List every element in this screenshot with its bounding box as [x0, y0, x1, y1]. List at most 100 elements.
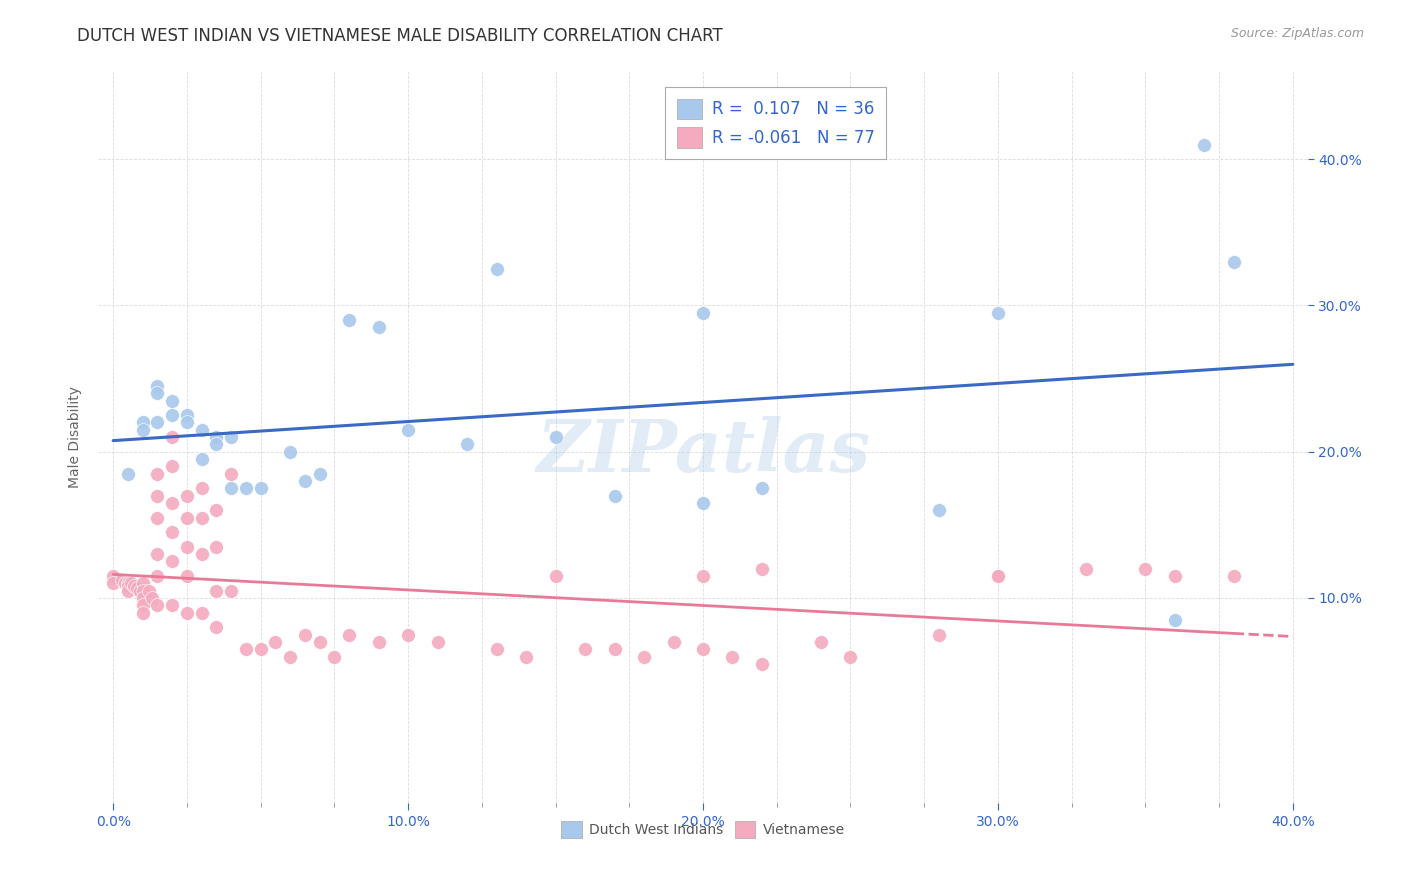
Point: [396, 423, 419, 437]
Point: [190, 423, 212, 437]
Point: [160, 393, 183, 408]
Point: [146, 510, 169, 524]
Point: [131, 606, 153, 620]
Point: [278, 649, 301, 664]
Point: [810, 635, 832, 649]
Point: [117, 583, 139, 598]
Point: [114, 576, 136, 591]
Point: [323, 649, 346, 664]
Point: [131, 423, 153, 437]
Point: [662, 635, 685, 649]
Point: [456, 437, 478, 451]
Point: [205, 503, 228, 517]
Point: [205, 437, 228, 451]
Point: [146, 569, 169, 583]
Point: [205, 620, 228, 634]
Point: [176, 489, 198, 503]
Point: [235, 481, 257, 495]
Point: [117, 467, 139, 481]
Point: [160, 525, 183, 540]
Point: [485, 642, 508, 657]
Point: [692, 642, 714, 657]
Point: [485, 261, 508, 276]
Point: [122, 579, 145, 593]
Point: [1194, 137, 1216, 152]
Y-axis label: Male Disability: Male Disability: [69, 386, 83, 488]
Point: [308, 635, 330, 649]
Point: [294, 627, 316, 641]
Point: [160, 459, 183, 474]
Point: [176, 540, 198, 554]
Point: [125, 581, 148, 595]
Point: [141, 591, 163, 605]
Point: [544, 569, 567, 583]
Point: [987, 569, 1010, 583]
Point: [219, 481, 242, 495]
Point: [396, 627, 419, 641]
Point: [131, 416, 153, 430]
Point: [117, 579, 139, 593]
Point: [146, 599, 169, 613]
Point: [839, 649, 862, 664]
Point: [120, 576, 142, 591]
Point: [235, 642, 257, 657]
Point: [146, 489, 169, 503]
Point: [176, 510, 198, 524]
Point: [249, 642, 271, 657]
Point: [190, 606, 212, 620]
Point: [146, 547, 169, 561]
Point: [190, 452, 212, 467]
Point: [131, 583, 153, 598]
Point: [987, 569, 1010, 583]
Point: [128, 583, 150, 598]
Point: [574, 642, 596, 657]
Point: [426, 635, 449, 649]
Point: [603, 489, 626, 503]
Point: [219, 467, 242, 481]
Point: [1164, 613, 1187, 627]
Point: [205, 583, 228, 598]
Point: [1223, 569, 1246, 583]
Point: [176, 408, 198, 422]
Point: [1164, 569, 1187, 583]
Point: [117, 576, 139, 591]
Point: [721, 649, 744, 664]
Point: [367, 320, 389, 334]
Point: [928, 503, 950, 517]
Point: [205, 430, 228, 444]
Point: [160, 408, 183, 422]
Point: [219, 583, 242, 598]
Point: [515, 649, 537, 664]
Point: [190, 481, 212, 495]
Point: [190, 547, 212, 561]
Point: [249, 481, 271, 495]
Point: [294, 474, 316, 488]
Point: [138, 583, 160, 598]
Point: [146, 386, 169, 401]
Point: [633, 649, 655, 664]
Legend: Dutch West Indians, Vietnamese: Dutch West Indians, Vietnamese: [555, 815, 851, 844]
Point: [146, 379, 169, 393]
Point: [101, 569, 124, 583]
Point: [160, 430, 183, 444]
Point: [146, 467, 169, 481]
Text: Source: ZipAtlas.com: Source: ZipAtlas.com: [1230, 27, 1364, 40]
Point: [751, 657, 773, 671]
Point: [1076, 562, 1098, 576]
Point: [928, 627, 950, 641]
Point: [190, 510, 212, 524]
Text: ZIPatlas: ZIPatlas: [536, 417, 870, 487]
Point: [308, 467, 330, 481]
Point: [751, 562, 773, 576]
Point: [692, 569, 714, 583]
Point: [160, 599, 183, 613]
Point: [544, 430, 567, 444]
Point: [101, 576, 124, 591]
Point: [111, 574, 134, 588]
Point: [692, 306, 714, 320]
Point: [176, 606, 198, 620]
Point: [1223, 254, 1246, 268]
Point: [176, 416, 198, 430]
Point: [176, 569, 198, 583]
Point: [146, 416, 169, 430]
